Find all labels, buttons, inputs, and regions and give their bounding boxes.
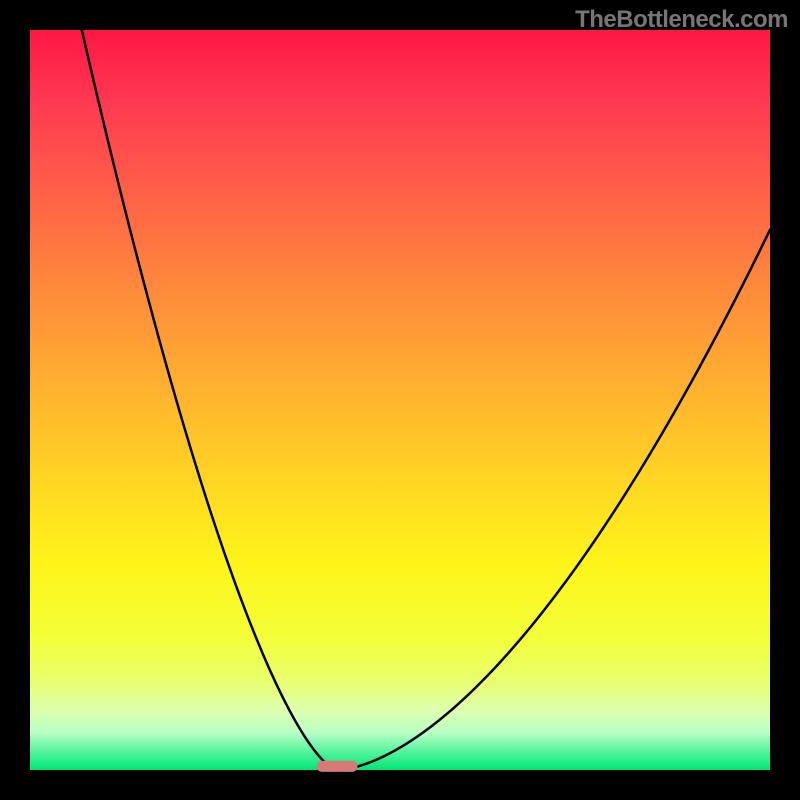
bottleneck-chart bbox=[0, 0, 800, 800]
vertex-marker bbox=[317, 761, 358, 772]
chart-background-gradient bbox=[30, 30, 770, 770]
watermark-text: TheBottleneck.com bbox=[575, 6, 788, 34]
chart-container: TheBottleneck.com bbox=[0, 0, 800, 800]
